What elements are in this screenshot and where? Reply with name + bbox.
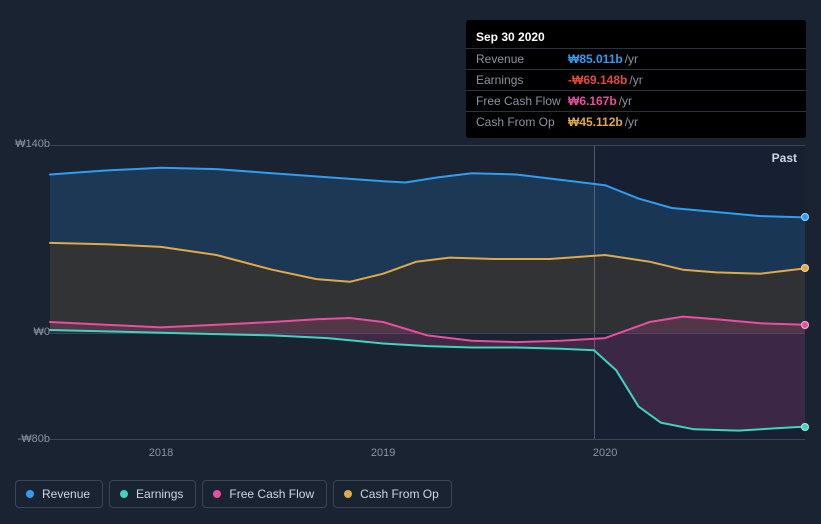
financial-chart: ₩140b₩0-₩80b Past 201820192020	[15, 125, 805, 445]
tooltip-metric-unit: /yr	[629, 73, 642, 87]
chart-svg	[50, 145, 805, 439]
chart-tooltip: Sep 30 2020 Revenue₩85.011b/yrEarnings-₩…	[466, 20, 806, 138]
legend-dot-icon	[120, 490, 128, 498]
legend-item-earnings[interactable]: Earnings	[109, 480, 196, 508]
tooltip-metric-value: ₩6.167b	[568, 94, 617, 108]
legend-label: Cash From Op	[360, 487, 439, 501]
x-axis-label: 2019	[371, 447, 395, 459]
legend-label: Earnings	[136, 487, 183, 501]
series-end-dot-free_cash_flow	[801, 321, 809, 329]
legend-label: Revenue	[42, 487, 90, 501]
tooltip-row: Earnings-₩69.148b/yr	[466, 69, 806, 90]
tooltip-metric-value: -₩69.148b	[568, 73, 627, 87]
legend-dot-icon	[26, 490, 34, 498]
y-axis-label: -₩80b	[15, 433, 50, 445]
tooltip-metric-unit: /yr	[619, 94, 632, 108]
legend-dot-icon	[213, 490, 221, 498]
tooltip-date: Sep 30 2020	[466, 26, 806, 48]
legend-item-free-cash-flow[interactable]: Free Cash Flow	[202, 480, 327, 508]
past-label: Past	[772, 151, 797, 165]
legend-item-revenue[interactable]: Revenue	[15, 480, 103, 508]
series-end-dot-earnings	[801, 423, 809, 431]
y-axis-label: ₩140b	[15, 138, 50, 150]
legend: Revenue Earnings Free Cash Flow Cash From O…	[15, 480, 452, 508]
series-end-dot-revenue	[801, 213, 809, 221]
legend-item-cash-from-op[interactable]: Cash From Op	[333, 480, 452, 508]
legend-label: Free Cash Flow	[229, 487, 314, 501]
legend-dot-icon	[344, 490, 352, 498]
x-axis-label: 2018	[149, 447, 173, 459]
tooltip-metric-label: Earnings	[476, 73, 568, 87]
series-end-dot-cash_from_op	[801, 264, 809, 272]
tooltip-metric-label: Free Cash Flow	[476, 94, 568, 108]
y-axis-label: ₩0	[15, 326, 50, 338]
tooltip-metric-value: ₩85.011b	[568, 52, 623, 66]
tooltip-row: Revenue₩85.011b/yr	[466, 48, 806, 69]
tooltip-metric-label: Revenue	[476, 52, 568, 66]
x-axis-label: 2020	[593, 447, 617, 459]
tooltip-metric-unit: /yr	[625, 52, 638, 66]
x-axis: 2018 2019 2020	[50, 447, 805, 467]
tooltip-row: Free Cash Flow₩6.167b/yr	[466, 90, 806, 111]
plot-area[interactable]: Past	[50, 145, 805, 440]
